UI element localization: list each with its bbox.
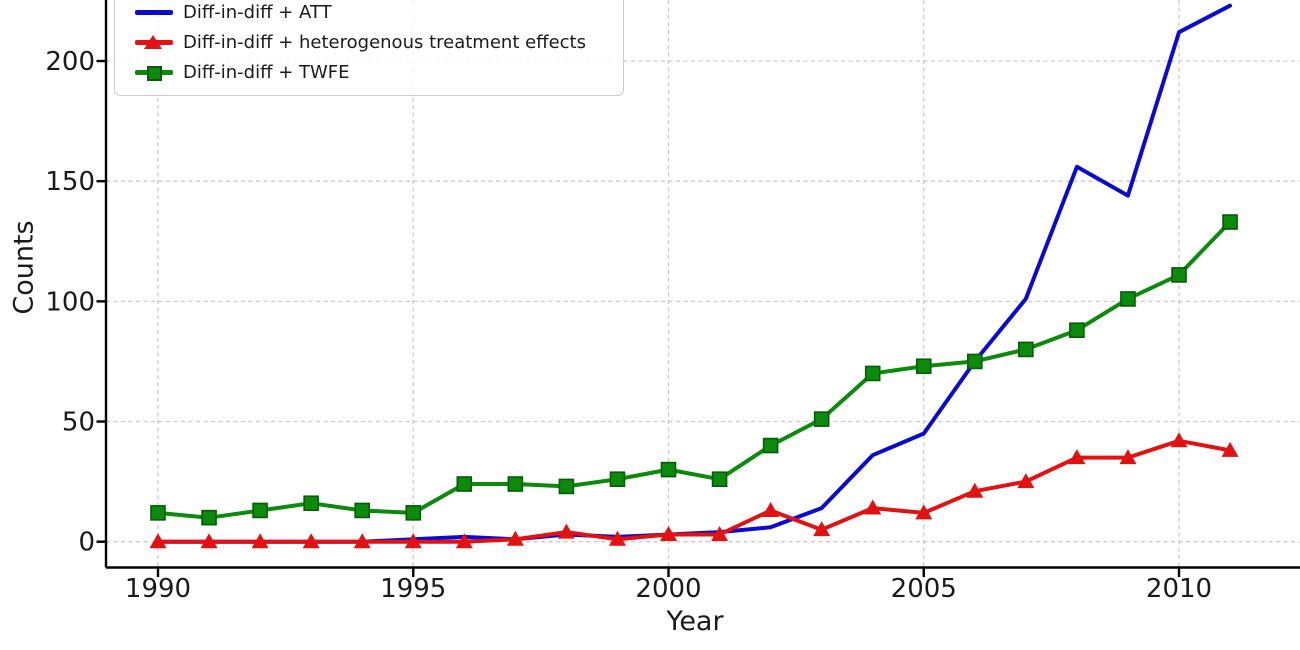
square-marker xyxy=(813,411,830,427)
square-marker xyxy=(1120,291,1136,307)
triangle-marker xyxy=(762,501,780,517)
triangle-marker xyxy=(660,525,677,541)
triangle-marker xyxy=(353,533,371,549)
legend-item-twfe: Diff-in-diff + TWFE xyxy=(135,57,613,87)
legend-label-att: Diff-in-diff + ATT xyxy=(183,1,332,23)
y-tick-label: 50 xyxy=(62,408,95,438)
triangle-marker xyxy=(608,530,626,546)
triangle-marker xyxy=(149,533,167,549)
square-marker xyxy=(1222,214,1238,230)
y-axis-label: Counts xyxy=(8,220,40,315)
legend-item-heterogenous: Diff-in-diff + heterogenous treatment ef… xyxy=(135,27,613,57)
triangle-marker xyxy=(557,523,575,539)
square-marker xyxy=(1018,341,1034,358)
square-marker xyxy=(915,358,932,375)
square-marker xyxy=(1171,267,1187,283)
legend-label-twfe: Diff-in-diff + TWFE xyxy=(183,61,350,83)
blue-line-swatch xyxy=(135,0,173,27)
x-tick-label: 2000 xyxy=(635,574,701,604)
triangle-marker xyxy=(915,504,933,520)
series-line-triangle xyxy=(156,438,1232,544)
y-tick-label: 100 xyxy=(45,287,95,317)
y-tick-label: 150 xyxy=(45,167,95,197)
triangle-marker xyxy=(966,482,984,498)
x-tick-label: 1990 xyxy=(125,574,191,604)
triangle-marker xyxy=(813,521,831,537)
triangle-marker xyxy=(1017,473,1035,489)
square-marker xyxy=(558,478,575,495)
square-marker xyxy=(150,505,166,521)
square-marker xyxy=(456,476,473,492)
square-marker xyxy=(660,461,677,478)
triangle-marker xyxy=(864,499,882,515)
triangle-marker xyxy=(251,533,269,549)
square-marker xyxy=(507,476,524,492)
x-tick-label: 1995 xyxy=(380,574,446,604)
legend-item-att: Diff-in-diff + ATT xyxy=(135,0,613,27)
square-marker xyxy=(609,471,626,488)
triangle-marker xyxy=(1170,432,1188,448)
x-tick-label: 2010 xyxy=(1146,574,1212,604)
triangle-marker xyxy=(404,533,422,549)
square-marker xyxy=(201,509,217,526)
y-tick-label: 0 xyxy=(78,528,95,558)
square-marker xyxy=(762,437,779,454)
triangle-marker xyxy=(302,533,320,549)
legend: Diff-in-diff + ATT Diff-in-diff + hetero… xyxy=(114,0,624,96)
triangle-marker xyxy=(1068,449,1086,465)
red-triangle-swatch xyxy=(135,27,173,57)
square-marker xyxy=(405,505,422,521)
green-square-swatch xyxy=(135,57,173,87)
triangle-marker xyxy=(200,533,218,549)
square-marker xyxy=(252,502,268,519)
y-tick-label: 200 xyxy=(45,47,95,77)
square-marker xyxy=(354,502,371,519)
triangle-marker xyxy=(1119,449,1137,465)
legend-label-heterogenous: Diff-in-diff + heterogenous treatment ef… xyxy=(183,31,586,53)
square-marker xyxy=(711,471,728,488)
square-marker xyxy=(864,365,881,382)
triangle-marker xyxy=(455,533,473,549)
x-axis-label: Year xyxy=(666,606,724,637)
triangle-marker xyxy=(711,525,729,541)
series-line-square xyxy=(156,220,1232,520)
square-marker xyxy=(966,353,983,370)
square-marker xyxy=(303,495,319,512)
triangle-marker xyxy=(506,530,524,546)
square-marker xyxy=(1069,322,1085,338)
x-tick-label: 2005 xyxy=(891,574,957,604)
triangle-marker xyxy=(1221,441,1239,457)
